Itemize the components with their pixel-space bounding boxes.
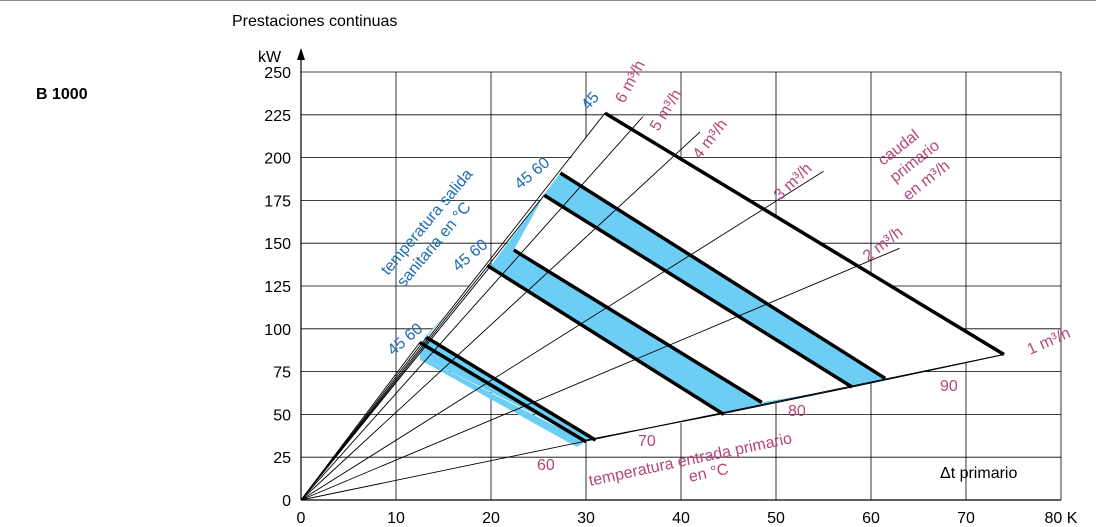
y-tick-label: 200: [264, 151, 291, 168]
x-tick-label: 50: [767, 510, 785, 527]
hot-water-lines: [418, 111, 1005, 444]
x-tick-label: 40: [672, 510, 690, 527]
inlet-temp-label: 60: [537, 457, 555, 474]
flow-rays: [300, 112, 1005, 501]
flow-label: 1 m³/h: [1025, 325, 1073, 359]
white-band: [560, 113, 1004, 379]
flow-label: 5 m³/h: [647, 87, 685, 134]
y-tick-label: 100: [264, 322, 291, 339]
y-tick-label: 125: [264, 279, 291, 296]
hot-water-line: [418, 340, 587, 444]
x-tick-label: 10: [387, 510, 405, 527]
temp-ray: [300, 342, 421, 501]
y-tick-label: 25: [273, 450, 291, 467]
flow-label: 4 m³/h: [690, 116, 731, 162]
flow-ray: [300, 131, 701, 501]
operating-areas: [419, 113, 1005, 447]
flow-ray: [300, 116, 644, 501]
flow-label: 3 m³/h: [771, 160, 815, 204]
delta-t-label: Δt primario: [940, 465, 1017, 482]
flow-ray: [300, 247, 900, 501]
flow-ray: [300, 354, 1005, 501]
y-tick-label: 250: [264, 65, 291, 82]
model-label: B 1000: [36, 86, 88, 103]
inlet-temp-label: 70: [638, 433, 656, 450]
y-axis-arrow: [297, 48, 305, 60]
hot-water-line: [604, 111, 1005, 356]
hot-water-temp-pair: 45: [578, 89, 603, 114]
tick-labels: 0 25 50 75 100 125 150 175 200 225 250 0 10 20 30 40 50 6…: [264, 65, 1077, 527]
y-tick-label: 150: [264, 236, 291, 253]
flow-label: 2 m³/h: [860, 224, 906, 265]
y-tick-label: 75: [273, 365, 291, 382]
flow-ray: [300, 170, 824, 501]
axes: [297, 48, 1061, 501]
hot-water-line: [425, 335, 597, 442]
chart-title: Prestaciones continuas: [232, 13, 397, 30]
y-tick-label: 50: [273, 407, 291, 424]
x-tick-label: 60: [862, 510, 880, 527]
top-rule: [0, 0, 1096, 1]
x-tick-label: 70: [957, 510, 975, 527]
hot-water-line: [486, 263, 725, 416]
hot-water-line: [559, 171, 887, 380]
temp-ray: [300, 194, 545, 501]
hot-water-line: [512, 248, 763, 404]
x-tick-label: 20: [482, 510, 500, 527]
light-strip: [419, 356, 586, 447]
x-tick-label: 0: [297, 510, 306, 527]
inlet-temp-label: 90: [940, 378, 958, 395]
flow-label: 6 m³/h: [613, 58, 649, 106]
white-band: [513, 195, 852, 403]
white-band: [426, 265, 724, 441]
y-tick-label: 225: [264, 108, 291, 125]
x-tick-label: 80 K: [1045, 510, 1078, 527]
y-tick-label: 0: [282, 493, 291, 510]
x-tick-label: 30: [577, 510, 595, 527]
y-tick-label: 175: [264, 193, 291, 210]
inlet-temp-label: 80: [788, 403, 806, 420]
hot-water-line: [543, 193, 853, 389]
flow-ray: [300, 112, 606, 501]
y-axis-label: kW: [258, 49, 282, 66]
